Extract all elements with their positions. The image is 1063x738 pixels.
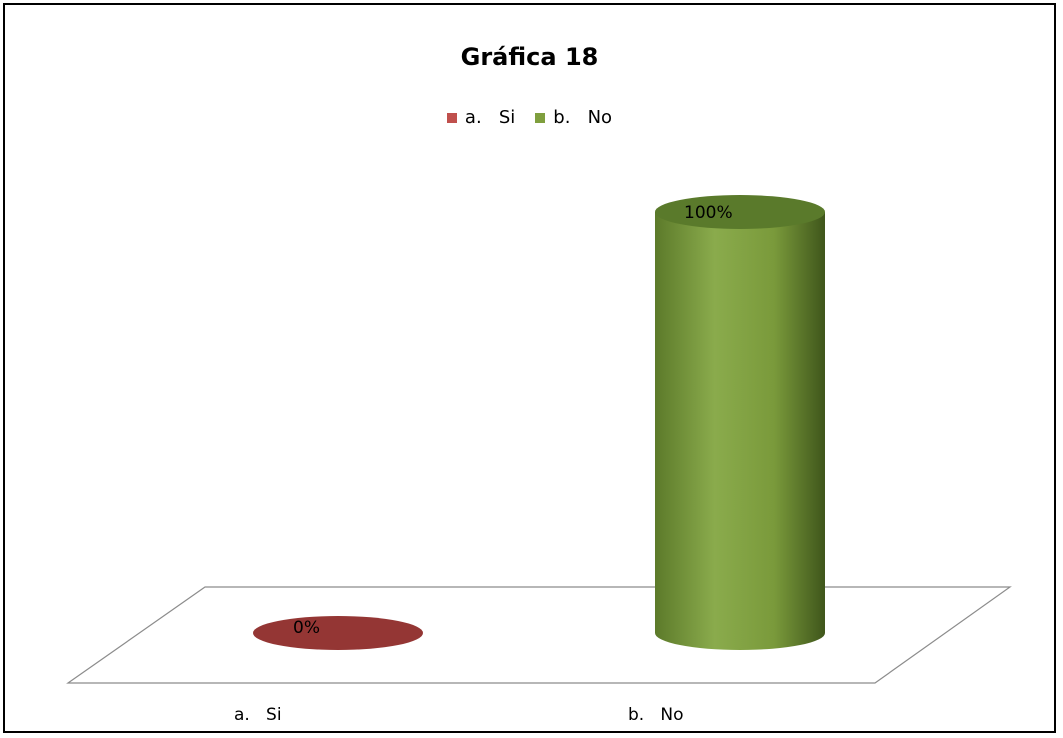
legend-label-si: a. Si bbox=[464, 107, 516, 128]
legend-item-si: a. Si bbox=[446, 107, 516, 128]
legend-item-no: b. No bbox=[535, 107, 612, 128]
legend-swatch-no bbox=[535, 112, 546, 123]
legend: a. Si b. No bbox=[5, 107, 1054, 128]
bar-no bbox=[655, 212, 825, 650]
x-tick-label-si: a. Si bbox=[234, 705, 282, 725]
legend-label-no: b. No bbox=[553, 107, 613, 128]
bar-si bbox=[253, 616, 423, 650]
chart-floor bbox=[66, 586, 1012, 684]
data-label-no: 100% bbox=[684, 203, 733, 223]
x-tick-label-no: b. No bbox=[628, 705, 684, 725]
data-label-si: 0% bbox=[293, 618, 320, 638]
bar-top-no bbox=[655, 195, 825, 229]
chart-title: Gráfica 18 bbox=[460, 43, 599, 71]
bars-group: 0% 100% bbox=[253, 195, 825, 650]
legend-swatch-si bbox=[446, 112, 457, 123]
